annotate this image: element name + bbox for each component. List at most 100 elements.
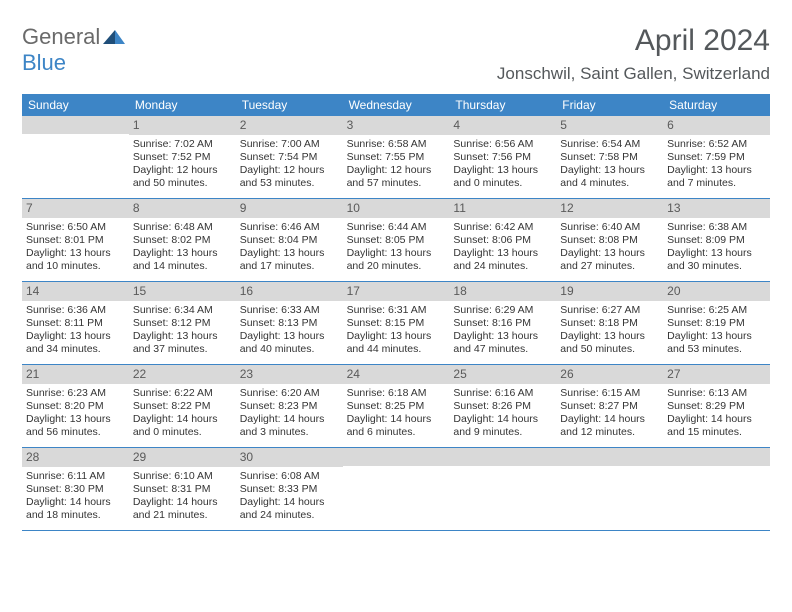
day-cell: 28Sunrise: 6:11 AMSunset: 8:30 PMDayligh… bbox=[22, 448, 129, 530]
sunset-line: Sunset: 7:52 PM bbox=[133, 151, 232, 164]
sunset-line: Sunset: 7:58 PM bbox=[560, 151, 659, 164]
sunrise-line: Sunrise: 6:10 AM bbox=[133, 470, 232, 483]
day-cell bbox=[343, 448, 450, 530]
day-number: 1 bbox=[129, 116, 236, 135]
day-number: 13 bbox=[663, 199, 770, 218]
day-number: 23 bbox=[236, 365, 343, 384]
sunset-line: Sunset: 7:55 PM bbox=[347, 151, 446, 164]
day-cell: 29 Sunrise: 6:10 AMSunset: 8:31 PMDayligh… bbox=[129, 448, 236, 530]
day-cell: 1 Sunrise: 7:02 AMSunset: 7:52 PMDaylight… bbox=[129, 116, 236, 198]
dow-mon: Monday bbox=[129, 94, 236, 116]
daylight-line: Daylight: 13 hours and 30 minutes. bbox=[667, 247, 766, 273]
sunset-line: Sunset: 8:33 PM bbox=[240, 483, 339, 496]
sunset-line: Sunset: 8:31 PM bbox=[133, 483, 232, 496]
day-number: 24 bbox=[343, 365, 450, 384]
day-cell: 10Sunrise: 6:44 AMSunset: 8:05 PMDayligh… bbox=[343, 199, 450, 281]
sunrise-line: Sunrise: 6:08 AM bbox=[240, 470, 339, 483]
day-cell: 15Sunrise: 6:34 AMSunset: 8:12 PMDayligh… bbox=[129, 282, 236, 364]
sunrise-line: Sunrise: 6:11 AM bbox=[26, 470, 125, 483]
day-number bbox=[343, 448, 450, 466]
daylight-line: Daylight: 13 hours and 50 minutes. bbox=[560, 330, 659, 356]
day-number: 20 bbox=[663, 282, 770, 301]
day-cell: 5Sunrise: 6:54 AMSunset: 7:58 PMDaylight… bbox=[556, 116, 663, 198]
sunrise-line: Sunrise: 6:25 AM bbox=[667, 304, 766, 317]
calendar-grid: Sunday Monday Tuesday Wednesday Thursday… bbox=[22, 94, 770, 531]
sunset-line: Sunset: 8:08 PM bbox=[560, 234, 659, 247]
sunrise-line: Sunrise: 6:48 AM bbox=[133, 221, 232, 234]
daylight-line: Daylight: 14 hours and 6 minutes. bbox=[347, 413, 446, 439]
sunset-line: Sunset: 7:54 PM bbox=[240, 151, 339, 164]
day-cell bbox=[556, 448, 663, 530]
daylight-line: Daylight: 13 hours and 37 minutes. bbox=[133, 330, 232, 356]
day-number bbox=[556, 448, 663, 466]
sunrise-line: Sunrise: 6:50 AM bbox=[26, 221, 125, 234]
sunset-line: Sunset: 8:09 PM bbox=[667, 234, 766, 247]
week-row: 1Sunrise: 7:02 AMSunset: 7:52 PMDaylight… bbox=[22, 116, 770, 199]
day-cell: 14Sunrise: 6:36 AMSunset: 8:11 PMDayligh… bbox=[22, 282, 129, 364]
sunrise-line: Sunrise: 6:54 AM bbox=[560, 138, 659, 151]
sunrise-line: Sunrise: 6:16 AM bbox=[453, 387, 552, 400]
sunset-line: Sunset: 7:56 PM bbox=[453, 151, 552, 164]
day-number: 29 bbox=[129, 448, 236, 467]
day-number: 18 bbox=[449, 282, 556, 301]
day-cell: 23Sunrise: 6:20 AMSunset: 8:23 PMDayligh… bbox=[236, 365, 343, 447]
day-number: 14 bbox=[22, 282, 129, 301]
day-cell bbox=[22, 116, 129, 198]
sunset-line: Sunset: 8:05 PM bbox=[347, 234, 446, 247]
day-cell: 13Sunrise: 6:38 AMSunset: 8:09 PMDayligh… bbox=[663, 199, 770, 281]
sunset-line: Sunset: 8:23 PM bbox=[240, 400, 339, 413]
day-number bbox=[663, 448, 770, 466]
day-number: 15 bbox=[129, 282, 236, 301]
day-cell: 30Sunrise: 6:08 AMSunset: 8:33 PMDayligh… bbox=[236, 448, 343, 530]
sunrise-line: Sunrise: 6:33 AM bbox=[240, 304, 339, 317]
daylight-line: Daylight: 14 hours and 12 minutes. bbox=[560, 413, 659, 439]
day-cell: 20Sunrise: 6:25 AMSunset: 8:19 PMDayligh… bbox=[663, 282, 770, 364]
day-cell: 19Sunrise: 6:27 AMSunset: 8:18 PMDayligh… bbox=[556, 282, 663, 364]
day-cell: 8Sunrise: 6:48 AMSunset: 8:02 PMDaylight… bbox=[129, 199, 236, 281]
daylight-line: Daylight: 13 hours and 56 minutes. bbox=[26, 413, 125, 439]
dow-tue: Tuesday bbox=[236, 94, 343, 116]
day-cell: 27Sunrise: 6:13 AMSunset: 8:29 PMDayligh… bbox=[663, 365, 770, 447]
daylight-line: Daylight: 14 hours and 0 minutes. bbox=[133, 413, 232, 439]
sunrise-line: Sunrise: 6:22 AM bbox=[133, 387, 232, 400]
daylight-line: Daylight: 13 hours and 44 minutes. bbox=[347, 330, 446, 356]
sunset-line: Sunset: 8:27 PM bbox=[560, 400, 659, 413]
day-number: 19 bbox=[556, 282, 663, 301]
day-number: 7 bbox=[22, 199, 129, 218]
sunset-line: Sunset: 8:20 PM bbox=[26, 400, 125, 413]
daylight-line: Daylight: 12 hours and 53 minutes. bbox=[240, 164, 339, 190]
daylight-line: Daylight: 14 hours and 21 minutes. bbox=[133, 496, 232, 522]
daylight-line: Daylight: 14 hours and 24 minutes. bbox=[240, 496, 339, 522]
day-of-week-header: Sunday Monday Tuesday Wednesday Thursday… bbox=[22, 94, 770, 116]
weeks-container: 1Sunrise: 7:02 AMSunset: 7:52 PMDaylight… bbox=[22, 116, 770, 531]
sunrise-line: Sunrise: 6:31 AM bbox=[347, 304, 446, 317]
day-cell: 17Sunrise: 6:31 AMSunset: 8:15 PMDayligh… bbox=[343, 282, 450, 364]
daylight-line: Daylight: 13 hours and 27 minutes. bbox=[560, 247, 659, 273]
month-title: April 2024 bbox=[497, 24, 770, 58]
daylight-line: Daylight: 12 hours and 50 minutes. bbox=[133, 164, 232, 190]
dow-sun: Sunday bbox=[22, 94, 129, 116]
day-cell: 9Sunrise: 6:46 AMSunset: 8:04 PMDaylight… bbox=[236, 199, 343, 281]
day-cell: 22Sunrise: 6:22 AMSunset: 8:22 PMDayligh… bbox=[129, 365, 236, 447]
day-number: 4 bbox=[449, 116, 556, 135]
week-row: 7Sunrise: 6:50 AMSunset: 8:01 PMDaylight… bbox=[22, 199, 770, 282]
day-number: 9 bbox=[236, 199, 343, 218]
daylight-line: Daylight: 13 hours and 20 minutes. bbox=[347, 247, 446, 273]
sunset-line: Sunset: 8:12 PM bbox=[133, 317, 232, 330]
daylight-line: Daylight: 14 hours and 18 minutes. bbox=[26, 496, 125, 522]
day-number: 12 bbox=[556, 199, 663, 218]
day-cell bbox=[449, 448, 556, 530]
day-number: 27 bbox=[663, 365, 770, 384]
daylight-line: Daylight: 13 hours and 4 minutes. bbox=[560, 164, 659, 190]
sunrise-line: Sunrise: 7:02 AM bbox=[133, 138, 232, 151]
sunrise-line: Sunrise: 6:23 AM bbox=[26, 387, 125, 400]
daylight-line: Daylight: 13 hours and 17 minutes. bbox=[240, 247, 339, 273]
day-number bbox=[22, 116, 129, 134]
sunrise-line: Sunrise: 6:20 AM bbox=[240, 387, 339, 400]
week-row: 28Sunrise: 6:11 AMSunset: 8:30 PMDayligh… bbox=[22, 448, 770, 531]
sunset-line: Sunset: 8:22 PM bbox=[133, 400, 232, 413]
sunset-line: Sunset: 8:16 PM bbox=[453, 317, 552, 330]
day-number: 8 bbox=[129, 199, 236, 218]
sunset-line: Sunset: 8:19 PM bbox=[667, 317, 766, 330]
dow-sat: Saturday bbox=[663, 94, 770, 116]
